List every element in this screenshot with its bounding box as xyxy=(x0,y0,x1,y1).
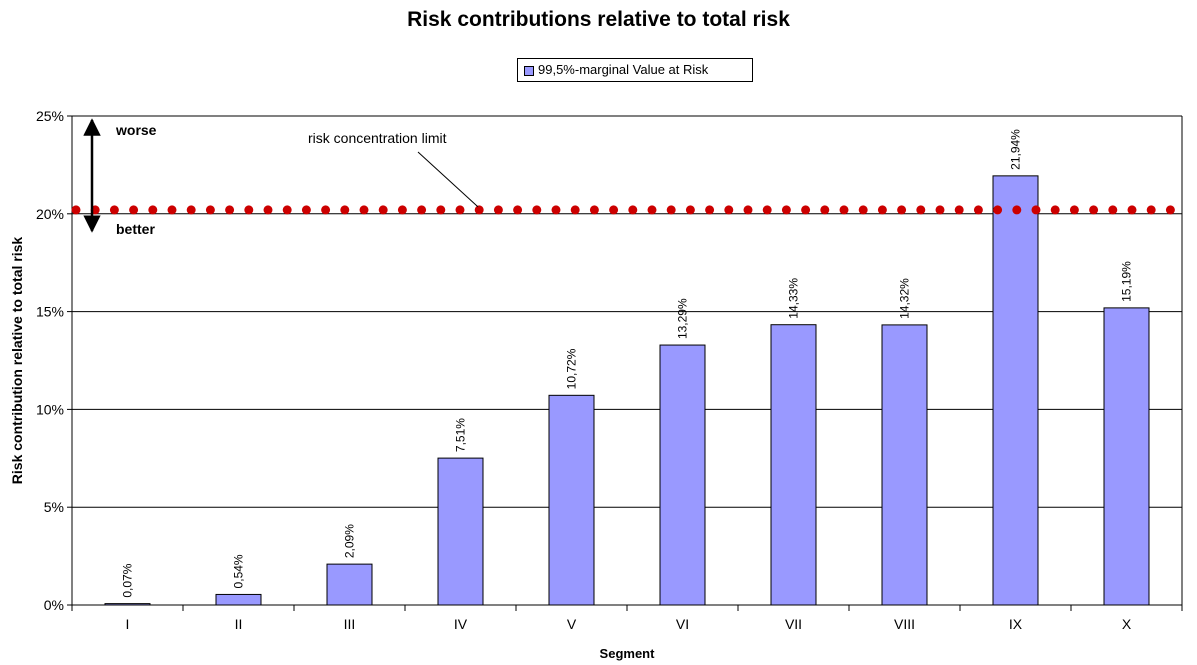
data-label: 10,72% xyxy=(565,348,579,389)
x-tick-label: IV xyxy=(454,616,468,632)
worse-label: worse xyxy=(115,122,157,138)
legend-swatch xyxy=(524,66,534,76)
bar xyxy=(659,344,706,606)
x-tick-label: VI xyxy=(676,616,689,632)
y-tick-label: 10% xyxy=(36,401,64,417)
data-label: 7,51% xyxy=(454,418,468,452)
bar xyxy=(215,593,262,606)
y-tick-label: 0% xyxy=(44,597,64,613)
x-axis-title: Segment xyxy=(600,646,656,661)
better-label: better xyxy=(116,221,155,237)
bar xyxy=(770,324,817,606)
data-label: 21,94% xyxy=(1009,129,1023,170)
x-tick-label: VII xyxy=(785,616,802,632)
bar xyxy=(1103,307,1150,606)
y-tick-label: 15% xyxy=(36,304,64,320)
bar xyxy=(326,563,373,606)
x-tick-label: V xyxy=(567,616,577,632)
x-tick-label: III xyxy=(344,616,356,632)
data-label: 0,54% xyxy=(232,554,246,588)
data-label: 14,32% xyxy=(898,278,912,319)
bar xyxy=(992,175,1039,606)
data-label: 2,09% xyxy=(343,524,357,558)
limit-pointer xyxy=(417,151,479,208)
y-tick-label: 20% xyxy=(36,206,64,222)
x-tick-label: IX xyxy=(1009,616,1023,632)
x-tick-label: II xyxy=(235,616,243,632)
bar xyxy=(881,324,928,606)
x-tick-label: X xyxy=(1122,616,1132,632)
y-axis-title: Risk contribution relative to total risk xyxy=(9,237,25,485)
bar xyxy=(437,457,484,606)
limit-annotation: risk concentration limit xyxy=(308,130,447,146)
bar xyxy=(548,394,595,606)
legend: 99,5%-marginal Value at Risk xyxy=(517,58,753,82)
y-tick-label: 5% xyxy=(44,499,64,515)
x-tick-label: I xyxy=(126,616,130,632)
y-tick-label: 25% xyxy=(36,108,64,124)
legend-label: 99,5%-marginal Value at Risk xyxy=(538,62,709,77)
bar xyxy=(104,603,151,606)
x-tick-label: VIII xyxy=(894,616,915,632)
data-label: 14,33% xyxy=(787,278,801,319)
data-label: 13,29% xyxy=(676,298,690,339)
data-label: 15,19% xyxy=(1120,261,1134,302)
chart-title: Risk contributions relative to total ris… xyxy=(407,8,790,31)
data-label: 0,07% xyxy=(121,563,135,597)
